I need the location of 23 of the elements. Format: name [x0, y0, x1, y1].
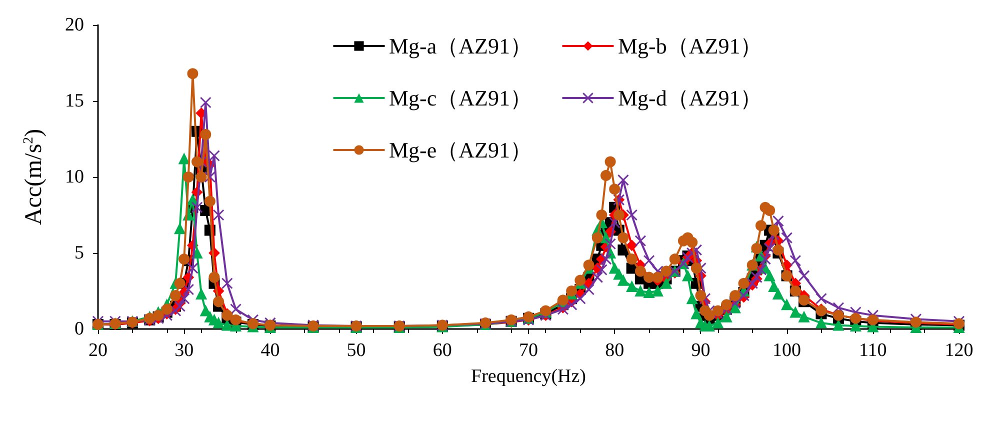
y-tick-label: 15 [65, 90, 84, 112]
legend-label: Mg-a（AZ91） [389, 34, 532, 58]
y-tick-label: 20 [65, 14, 84, 36]
x-tick-label: 90 [691, 340, 710, 361]
legend-label: Mg-b（AZ91） [618, 34, 762, 58]
x-tick-label: 80 [605, 340, 624, 361]
y-tick-label: 0 [74, 318, 84, 340]
x-tick-label: 20 [88, 340, 108, 361]
x-axis-title: Frequency(Hz) [470, 366, 586, 387]
x-tick-label: 70 [519, 340, 538, 361]
x-tick-label: 120 [944, 340, 974, 361]
x-tick-label: 100 [772, 340, 802, 361]
y-tick-label: 5 [74, 242, 84, 264]
legend-label: Mg-c（AZ91） [389, 86, 532, 110]
legend-label: Mg-d（AZ91） [618, 86, 762, 110]
x-tick-label: 60 [432, 340, 452, 361]
legend-label: Mg-e（AZ91） [389, 138, 532, 162]
x-tick-label: 40 [260, 340, 280, 361]
y-axis-title: Acc(m/s2) [21, 128, 47, 226]
x-tick-label: 30 [174, 340, 194, 361]
y-tick-label: 10 [65, 166, 84, 188]
x-tick-label: 50 [346, 340, 366, 361]
x-tick-label: 110 [859, 340, 887, 361]
